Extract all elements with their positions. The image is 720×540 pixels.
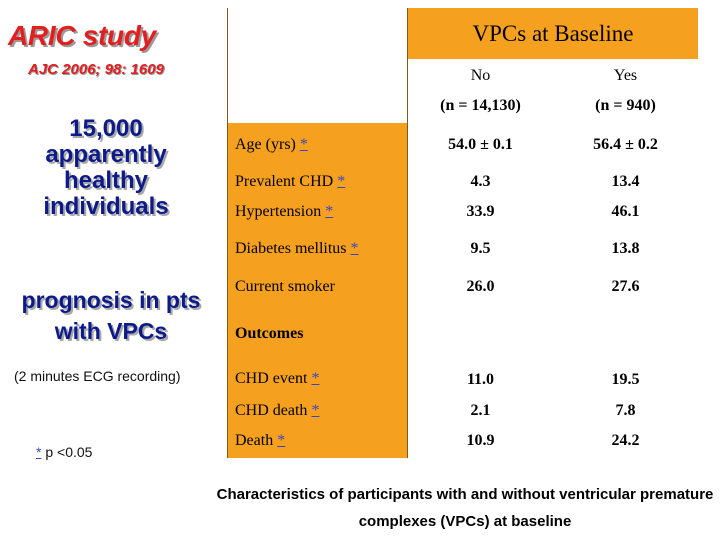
- row-label-hypertension: Hypertension *: [228, 197, 408, 227]
- table-divider-rule: [407, 8, 408, 458]
- p-value-text: p <0.05: [41, 444, 93, 460]
- row-label-prevalent-chd: Prevalent CHD *: [228, 166, 408, 197]
- footnote-star-link[interactable]: *: [36, 444, 42, 460]
- value-age-no: 54.0 ± 0.1: [408, 123, 553, 166]
- value-diabetes-yes: 13.8: [553, 227, 698, 271]
- ecg-note: (2 minutes ECG recording): [14, 368, 181, 384]
- value-prevalent-chd-no: 4.3: [408, 166, 553, 197]
- population-description: 15,000 apparently healthy individuals: [43, 115, 169, 220]
- value-chd-death-no: 2.1: [408, 395, 553, 426]
- baseline-table: VPCs at Baseline No Yes (n = 14,130) (n …: [227, 8, 718, 458]
- value-chd-event-yes: 19.5: [553, 363, 698, 395]
- value-chd-death-yes: 7.8: [553, 395, 698, 426]
- row-label-chd-death: CHD death *: [228, 395, 408, 426]
- table-subheader-blank: [228, 59, 408, 123]
- row-label-death: Death *: [228, 426, 408, 458]
- significance-star[interactable]: *: [350, 240, 359, 257]
- row-label-diabetes: Diabetes mellitus *: [228, 227, 408, 271]
- n-no: (n = 14,130): [408, 91, 553, 123]
- journal-citation: AJC 2006; 98: 1609: [28, 61, 164, 78]
- value-smoker-yes: 27.6: [553, 271, 698, 303]
- table-header: VPCs at Baseline: [408, 8, 698, 59]
- value-death-no: 10.9: [408, 426, 553, 458]
- significance-star[interactable]: *: [299, 136, 308, 153]
- row-label-chd-event: CHD event *: [228, 363, 408, 395]
- col-header-yes: Yes: [553, 59, 698, 91]
- value-chd-event-no: 11.0: [408, 363, 553, 395]
- value-prevalent-chd-yes: 13.4: [553, 166, 698, 197]
- value-hypertension-yes: 46.1: [553, 197, 698, 227]
- row-label-age: Age (yrs) *: [228, 123, 408, 166]
- col-header-no: No: [408, 59, 553, 91]
- significance-star[interactable]: *: [337, 173, 346, 190]
- study-title: ARIC study: [8, 20, 156, 51]
- value-hypertension-no: 33.9: [408, 197, 553, 227]
- value-smoker-no: 26.0: [408, 271, 553, 303]
- n-yes: (n = 940): [553, 91, 698, 123]
- value-age-yes: 56.4 ± 0.2: [553, 123, 698, 166]
- significance-star[interactable]: *: [311, 370, 320, 387]
- significance-star[interactable]: *: [311, 402, 320, 419]
- significance-star[interactable]: *: [277, 432, 286, 449]
- prognosis-heading: prognosis in pts with VPCs: [21, 287, 201, 344]
- p-value-note: * p <0.05: [36, 444, 92, 460]
- outcomes-blank: [408, 303, 698, 363]
- value-death-yes: 24.2: [553, 426, 698, 458]
- table-left-rule: [227, 8, 228, 458]
- table-caption: Characteristics of participants with and…: [216, 486, 714, 530]
- row-label-current-smoker: Current smoker: [228, 271, 408, 303]
- table-corner-cell: [228, 8, 408, 59]
- significance-star[interactable]: *: [325, 203, 334, 220]
- value-diabetes-no: 9.5: [408, 227, 553, 271]
- outcomes-label: Outcomes: [228, 303, 408, 363]
